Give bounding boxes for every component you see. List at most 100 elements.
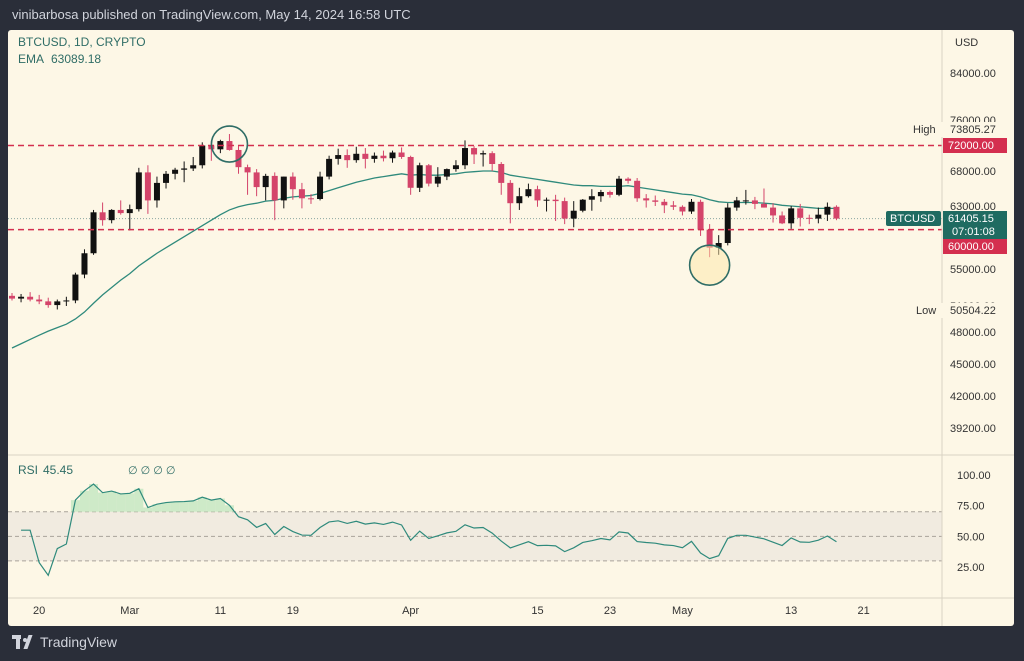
high-value: 73805.27 <box>950 124 996 136</box>
candle-body <box>344 155 351 161</box>
rsi-tick-label: 25.00 <box>957 562 985 574</box>
candle-body <box>172 169 179 174</box>
candle-body <box>326 158 333 177</box>
low-value: 50504.22 <box>950 305 996 317</box>
swing-high-circle <box>210 125 249 163</box>
symbol-tag <box>886 211 941 226</box>
candle-body <box>307 198 314 200</box>
candle-body <box>561 201 568 219</box>
candle-body <box>452 165 459 170</box>
upper-level-value: 72000.00 <box>948 140 994 152</box>
candle-body <box>661 201 668 206</box>
candle-body <box>597 192 604 197</box>
candle-body <box>779 215 786 224</box>
price-tick-label: 45000.00 <box>950 359 996 371</box>
candle-body <box>380 155 387 159</box>
candle-body <box>534 189 541 201</box>
ema-line <box>11 170 837 349</box>
candle-body <box>99 212 106 221</box>
candle-body <box>398 152 405 157</box>
candle-body <box>262 175 269 188</box>
candle-body <box>253 172 260 188</box>
candle-body <box>443 169 450 177</box>
currency-label[interactable]: USD <box>955 37 978 49</box>
rsi-tick-label: 50.00 <box>957 531 985 543</box>
candle-body <box>697 201 704 230</box>
candle-body <box>235 149 242 168</box>
candle-body <box>163 173 170 183</box>
candle-body <box>126 209 133 214</box>
tradingview-logo[interactable]: TradingView <box>12 634 117 650</box>
candle-body <box>715 243 722 248</box>
candle-body <box>81 253 88 275</box>
candle-body <box>108 209 115 221</box>
time-tick-label: 21 <box>858 605 870 617</box>
time-tick-label: 11 <box>215 605 226 617</box>
candle-body <box>770 207 777 216</box>
candle-body <box>27 296 34 300</box>
candle-body <box>317 176 324 199</box>
ema-value: 63089.18 <box>51 52 101 66</box>
candle-body <box>18 296 25 299</box>
rsi-overbought-fill <box>70 484 234 512</box>
high-value-box <box>945 122 1009 137</box>
candle-body <box>679 206 686 212</box>
candle-body <box>416 165 423 188</box>
candle-body <box>489 153 496 164</box>
candle-body <box>579 199 586 211</box>
price-chart[interactable]: 84000.0076000.0068000.0063000.0055000.00… <box>8 30 1014 626</box>
candle-body <box>824 206 831 215</box>
candle-body <box>181 168 188 170</box>
candle-body <box>462 148 468 166</box>
candle-body <box>362 153 369 159</box>
candle-body <box>833 206 840 219</box>
candle-body <box>72 274 79 301</box>
rsi-value: 45.45 <box>43 463 73 477</box>
candle-body <box>616 178 623 195</box>
candle-body <box>815 214 822 219</box>
time-tick-label: Apr <box>402 605 419 617</box>
time-tick-label: 15 <box>531 605 543 617</box>
lower-level-tag <box>943 239 1007 254</box>
candle-body <box>54 301 61 306</box>
candle-body <box>625 178 632 181</box>
candle-body <box>652 200 659 202</box>
rsi-tick-label: 100.00 <box>957 470 991 482</box>
time-tick-label: 19 <box>287 605 299 617</box>
candle-body <box>63 300 70 302</box>
candle-body <box>516 196 523 204</box>
candle-body <box>244 167 251 173</box>
low-value-box <box>945 303 1009 318</box>
candle-body <box>670 205 677 207</box>
candle-body <box>733 200 740 208</box>
candle-body <box>797 208 804 218</box>
candle-body <box>199 145 206 166</box>
price-tick-label: 68000.00 <box>950 166 996 178</box>
low-label-box <box>913 303 943 318</box>
price-tick-label: 42000.00 <box>950 391 996 403</box>
candle-body <box>353 153 360 161</box>
time-tick-label: 20 <box>33 605 45 617</box>
candle-body <box>760 203 767 208</box>
branding-bar: TradingView <box>0 626 1024 661</box>
rsi-label[interactable]: RSI <box>18 463 38 477</box>
tradingview-logo-icon <box>12 635 34 649</box>
candle-body <box>407 156 414 188</box>
chart-frame[interactable]: 84000.00 76000.00 68000.00 63000.00 55000.00… <box>8 30 1014 626</box>
symbol-tag-text: BTCUSD <box>890 213 935 225</box>
time-tick-label: Mar <box>120 605 139 617</box>
ema-label[interactable]: EMA <box>18 52 44 66</box>
candle-body <box>588 196 595 200</box>
candle-body <box>389 152 396 159</box>
upper-level-tag <box>943 138 1007 153</box>
price-tick-label: 55000.00 <box>950 264 996 276</box>
rsi-tick-label: 75.00 <box>957 501 985 513</box>
symbol-line[interactable]: BTCUSD, 1D, CRYPTO <box>18 35 146 49</box>
candle-body <box>190 165 197 169</box>
candle-body <box>751 200 758 204</box>
candle-body <box>90 212 97 254</box>
candle-body <box>606 192 613 195</box>
candle-body <box>271 175 278 201</box>
last-price-tag <box>943 211 1007 239</box>
rsi-extra-values: ∅ ∅ ∅ ∅ <box>128 465 176 477</box>
